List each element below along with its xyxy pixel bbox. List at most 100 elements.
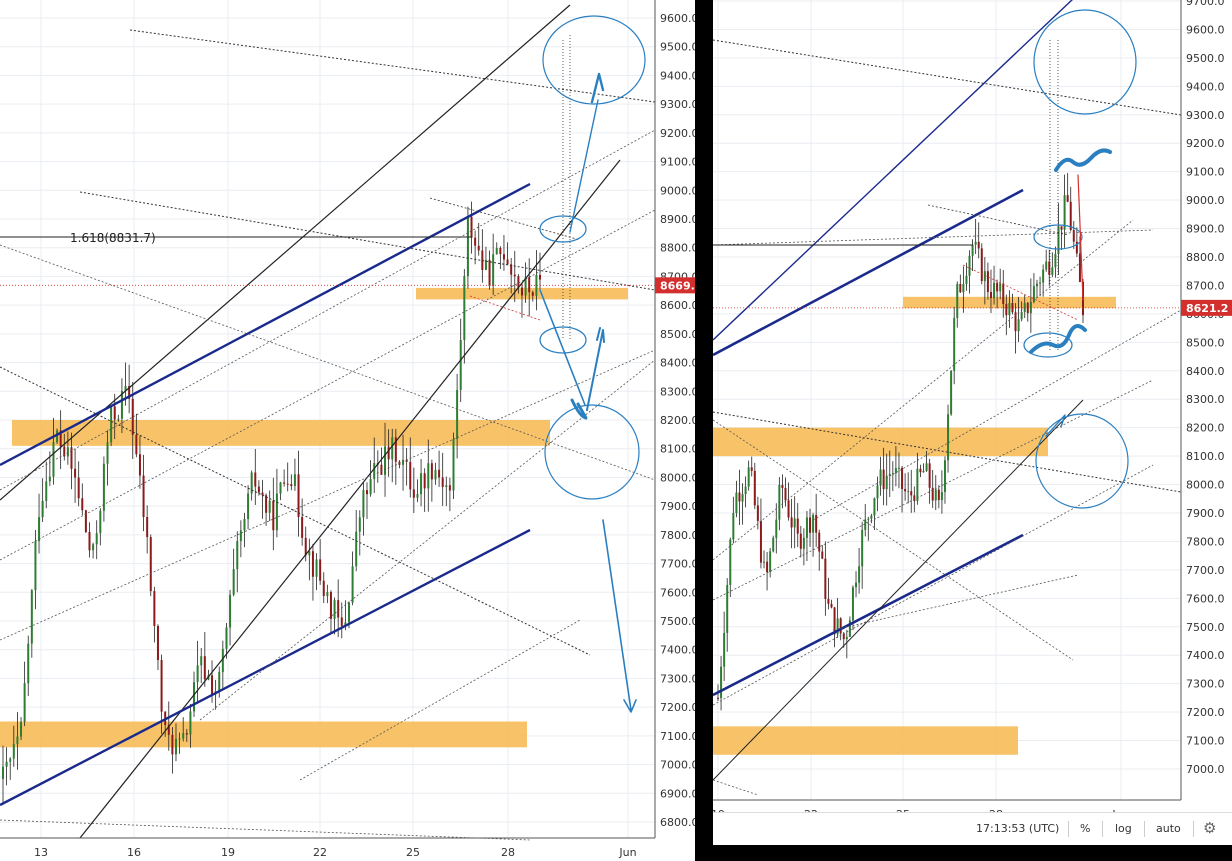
trendline [713,464,1154,706]
candle-body [799,533,802,549]
candle-body [275,493,278,531]
candle-body [463,276,466,341]
candle-body [1008,303,1011,316]
candle-body [888,474,891,476]
candle-body [1063,195,1066,230]
candle-body [340,617,343,627]
candle-body [120,390,123,419]
candle-body [756,505,759,521]
candle-body [891,473,894,475]
candle-body [747,467,750,487]
candle-body [1045,261,1048,270]
candle-body [420,473,423,495]
annotation-circle [542,15,646,105]
candle-body [293,474,296,487]
candle-body [265,495,268,513]
candle-body [438,469,441,478]
chart-status-bar: 17:13:53 (UTC) % log auto ⚙ [713,812,1232,845]
candle-body [337,600,340,618]
candle-body [56,430,59,443]
candle-body [221,648,224,673]
price-axis [1181,0,1232,840]
candle-body [738,492,741,502]
annotation-circle [1035,413,1129,509]
candle-body [759,520,762,563]
candle-body [904,489,907,492]
candle-body [885,475,888,490]
candle-body [763,561,766,563]
candle-body [1011,303,1014,313]
candle-body [142,475,145,517]
candle-body [528,277,531,293]
candle-body [934,489,937,501]
candle-body [102,463,105,511]
candle-body [894,468,897,474]
candle-body [369,479,372,495]
gear-icon[interactable]: ⚙ [1203,819,1217,837]
log-toggle[interactable]: log [1115,822,1132,835]
candle-body [218,672,221,692]
y-tick-label: 7200.0 [1186,706,1225,719]
candle-body [34,541,37,591]
candle-body [59,430,62,447]
projection-arrow [602,519,637,713]
x-tick-label: 19 [221,846,235,859]
right-chart[interactable]: 9700.0 9600.0 9500.0 9400.0 9300.0 9200.0 9100… [713,0,1232,840]
trendline [0,349,656,641]
y-tick-label: 9300.0 [1186,109,1225,122]
hand-drawn-arrow [590,72,605,104]
auto-scale-toggle[interactable]: auto [1156,822,1181,835]
candle-body [427,463,430,489]
candle-body [879,469,882,486]
support-resistance-zone [713,427,1048,457]
candle-body [861,529,864,567]
y-tick-label: 8900.0 [660,213,695,226]
candle-body [735,492,738,514]
candle-body [279,482,282,494]
candle-body [261,492,264,496]
candle-body [38,517,41,542]
separator [1144,821,1145,837]
fibonacci-level-label: 1.618(8831.7) [70,231,156,245]
y-tick-label: 7700.0 [660,558,695,571]
y-tick-label: 8100.0 [1186,450,1225,463]
candle-body [821,551,824,559]
candle-body [283,482,286,484]
candle-body [193,682,196,712]
candle-body [12,744,15,759]
candle-body [441,477,444,488]
candle-body [448,485,451,491]
right-chart-panel[interactable]: 9700.0 9600.0 9500.0 9400.0 9300.0 9200.0 9100… [713,0,1232,845]
support-resistance-zone [0,721,527,748]
candle-body [539,274,541,280]
y-tick-label: 9200.0 [1186,137,1225,150]
y-tick-label: 7500.0 [1186,621,1225,634]
candle-body [380,464,383,475]
candle-body [1039,282,1042,284]
candle-body [484,259,487,271]
left-chart-panel[interactable]: 9600.0 9500.0 9400.0 9300.0 9200.0 9100.0 9000… [0,0,695,861]
candle-body [243,518,246,531]
candle-body [959,283,962,293]
candle-body [729,539,732,585]
candle-body [845,636,848,640]
candle-body [77,477,80,499]
y-tick-label: 6800.0 [660,816,695,829]
candle-body [23,683,26,722]
candle-body [999,283,1002,292]
y-tick-label: 7300.0 [660,672,695,685]
candle-body [1042,269,1045,283]
percent-toggle[interactable]: % [1080,822,1091,835]
y-tick-label: 6900.0 [660,787,695,800]
left-chart[interactable]: 9600.0 9500.0 9400.0 9300.0 9200.0 9100.0 9000… [0,0,695,861]
candle-body [474,237,477,246]
y-tick-label: 9200.0 [660,127,695,140]
candle-body [962,283,965,293]
candle-body [171,734,174,755]
candle-body [329,592,332,619]
candle-body [1014,312,1017,332]
trendline [713,39,1182,116]
candle-body [117,418,120,420]
candle-body [149,537,152,592]
candle-body [88,532,91,551]
